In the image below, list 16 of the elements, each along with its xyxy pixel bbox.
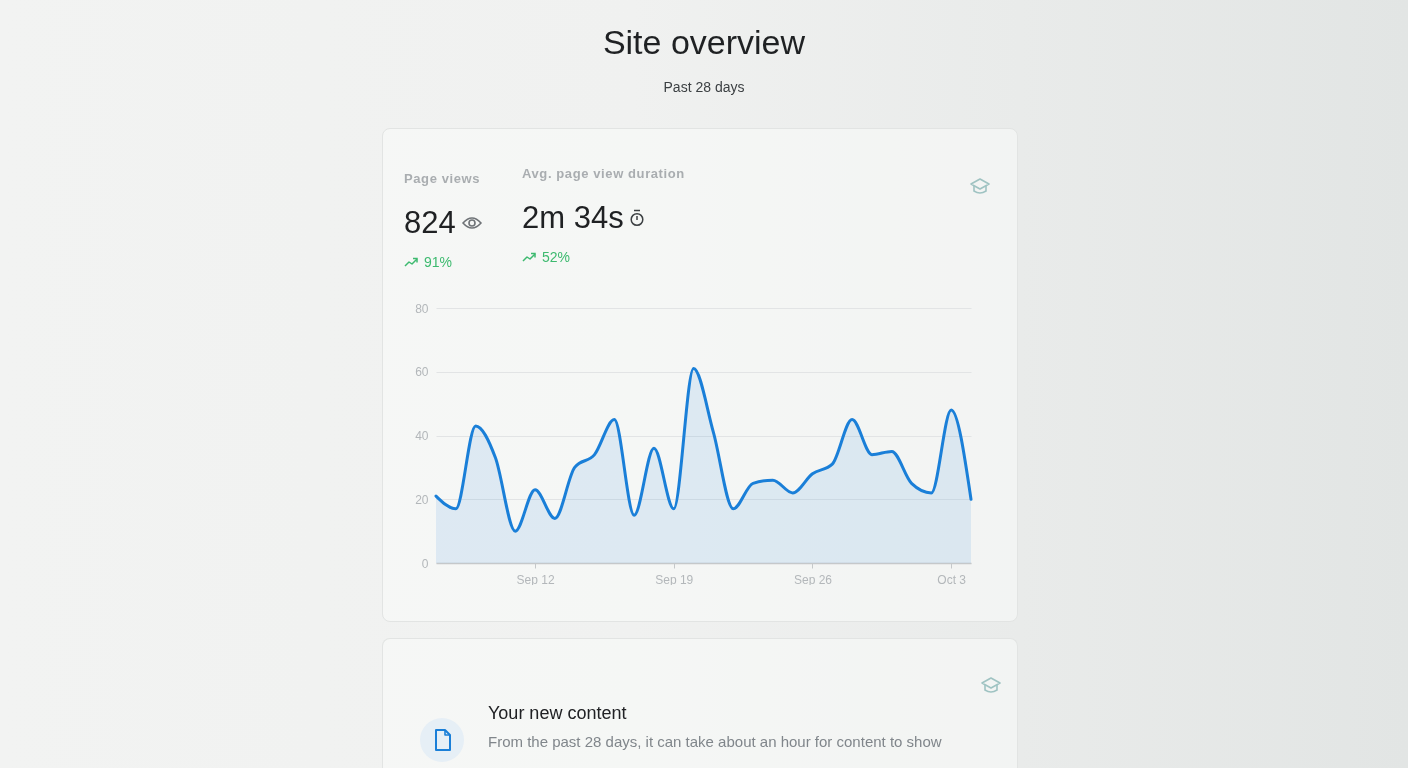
x-tick-label: Oct 3 (937, 572, 967, 587)
text: 91% (424, 253, 453, 271)
y-tick-label: 0 (421, 556, 429, 571)
text: 2m 34s (522, 200, 624, 236)
y-tick-label: 20 (415, 492, 429, 507)
text: 824 (404, 205, 456, 241)
y-tick-label: 60 (415, 365, 429, 380)
text: Avg. page view duration (522, 166, 685, 182)
y-tick-label: 80 (415, 301, 429, 316)
y-tick-label: 40 (415, 429, 429, 443)
text: Your new content (488, 702, 627, 724)
text: 52% (542, 248, 571, 266)
chart-title: Site overview (601, 22, 807, 62)
text: Page views (404, 171, 482, 187)
text: From the past 28 days, it can take about an hour for content to show (488, 732, 942, 751)
chart-subtitle: Past 28 days (662, 78, 746, 96)
